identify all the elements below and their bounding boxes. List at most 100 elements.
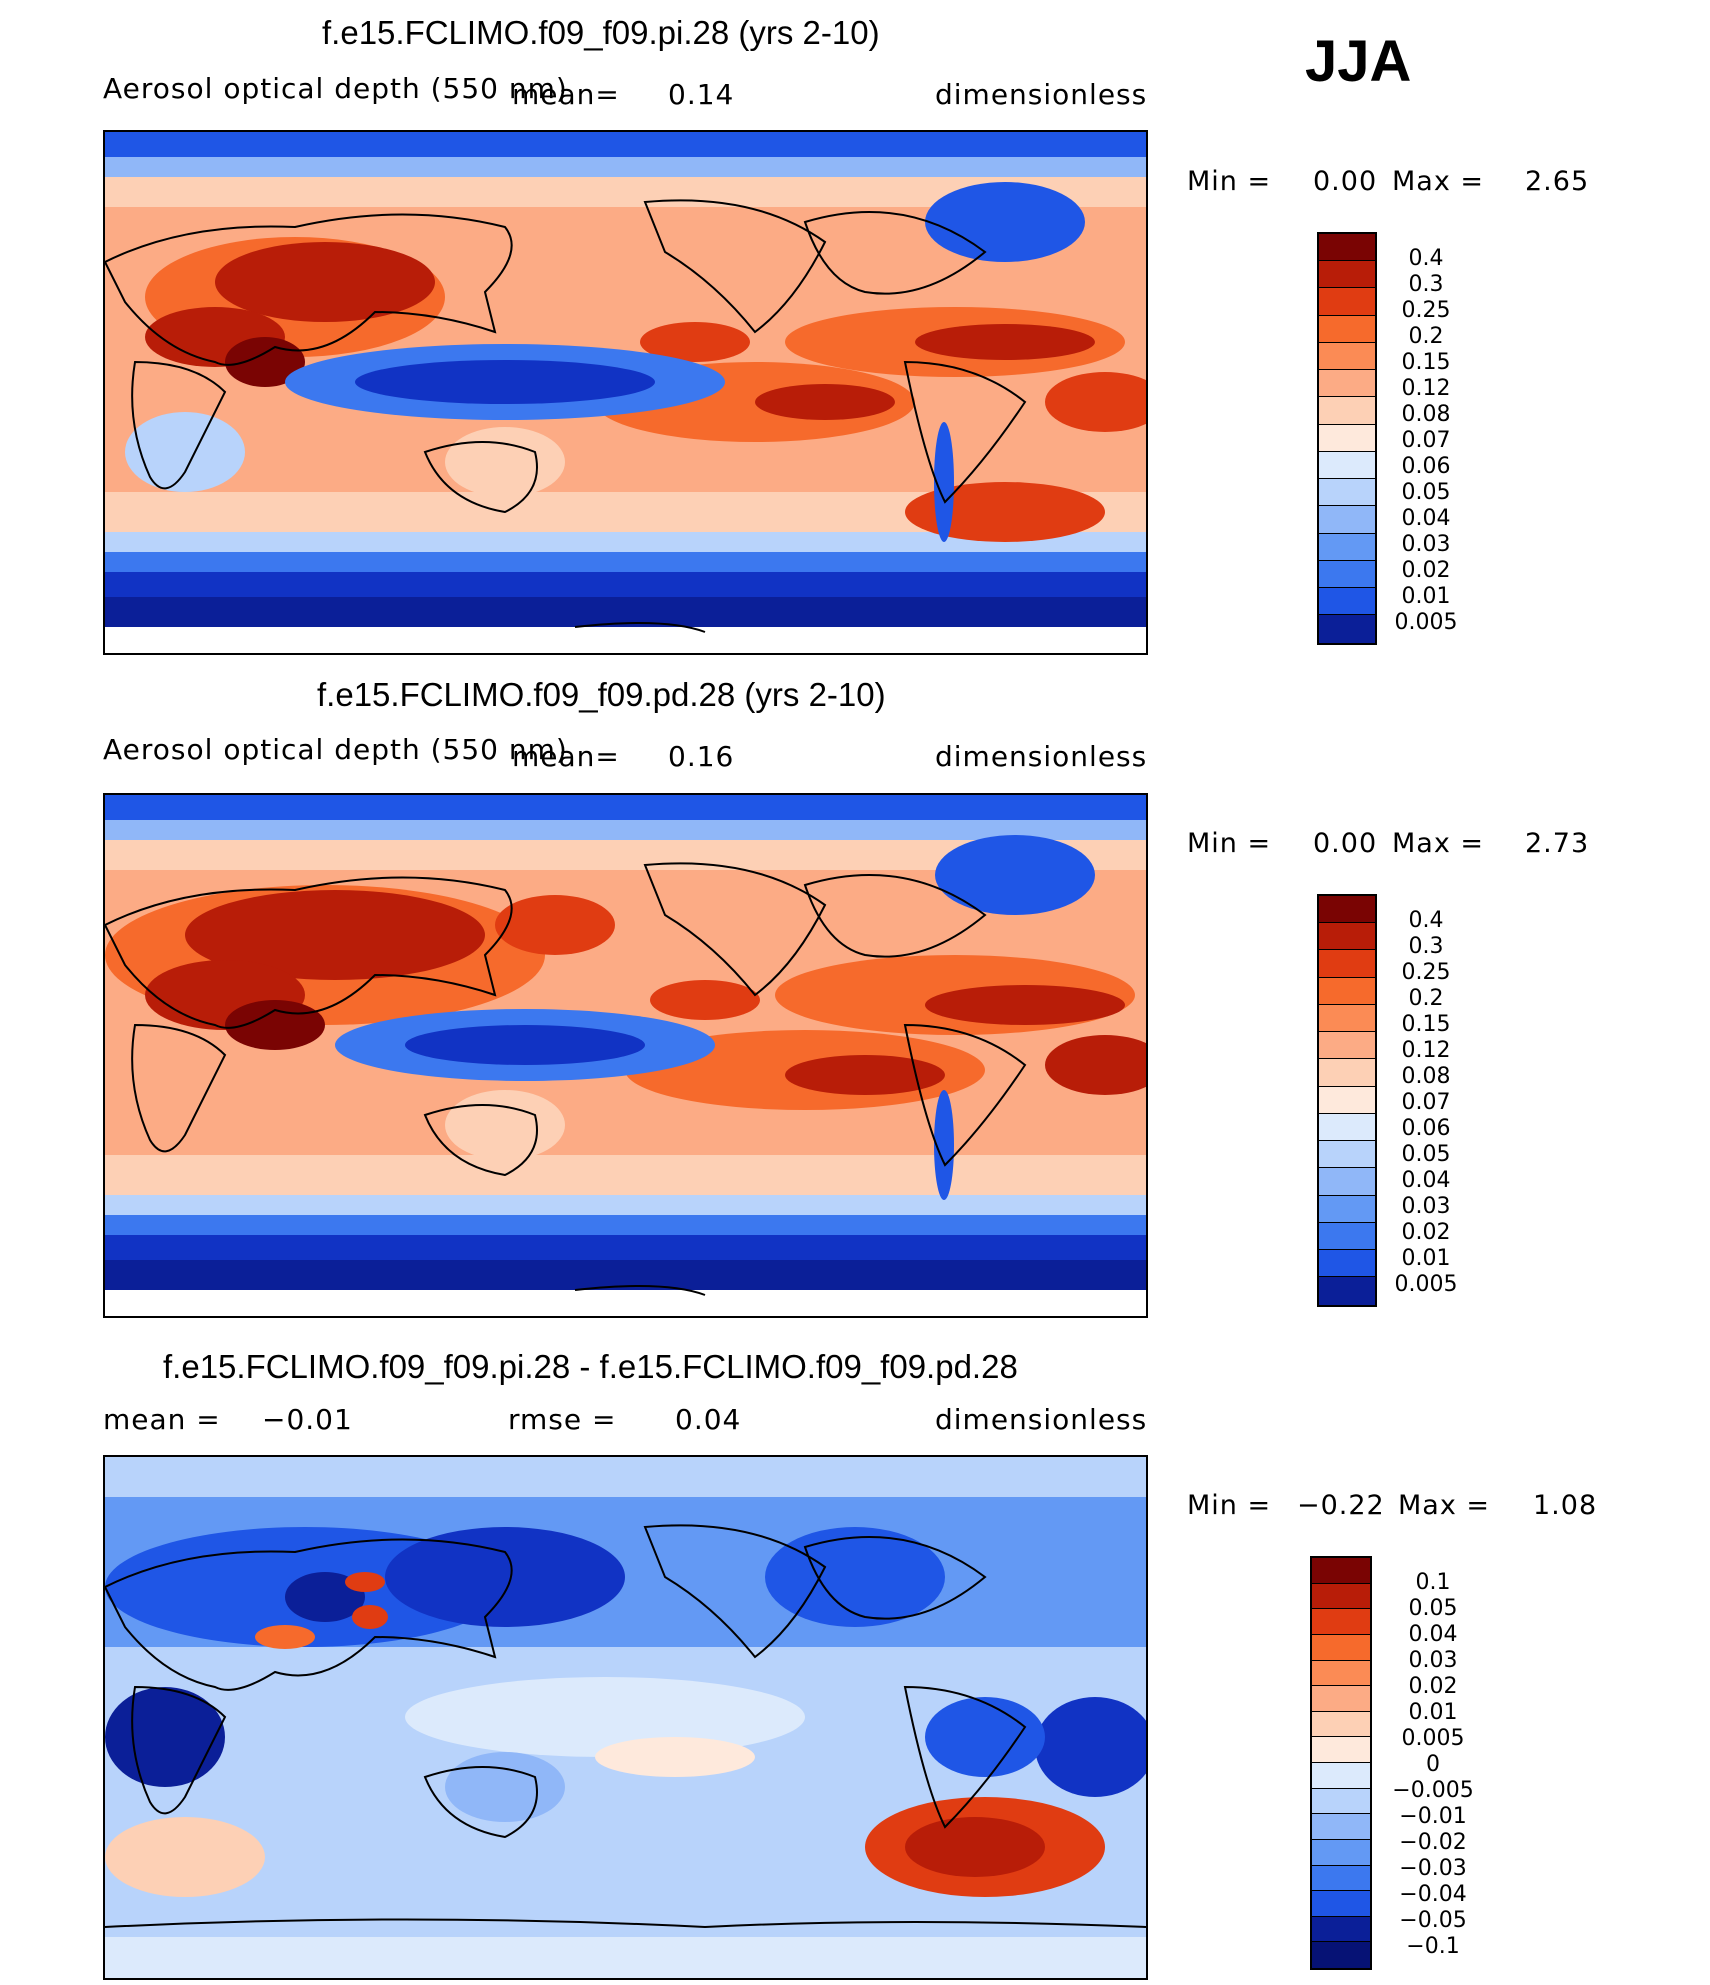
panel2-map-field (105, 795, 1146, 1316)
panel3-colorbar-cell (1312, 1558, 1370, 1584)
panel1-colorbar-cell (1319, 424, 1375, 452)
panel1-mean-label: mean= (512, 78, 620, 111)
colorbar-level: −0.03 (1399, 1856, 1467, 1881)
panel2-colorbar-cell (1319, 923, 1375, 951)
colorbar-level: 0.005 (1394, 610, 1458, 635)
colorbar-level: −0.04 (1399, 1882, 1467, 1907)
panel3-rmse-label: rmse = (508, 1403, 617, 1436)
panel3-colorbar-cell (1312, 1711, 1370, 1738)
colorbar-level: 0.2 (1408, 986, 1444, 1011)
colorbar-level: 0.01 (1401, 1246, 1451, 1271)
panel2-map (103, 793, 1148, 1318)
panel2-colorbar-cell (1319, 1059, 1375, 1087)
colorbar-level: 0.25 (1401, 298, 1451, 323)
panel3-colorbar-cell (1312, 1916, 1370, 1943)
panel3-colorbar-cell (1312, 1634, 1370, 1661)
panel2-colorbar-cell (1319, 1195, 1375, 1223)
colorbar-level: −0.1 (1406, 1934, 1460, 1959)
colorbar-level: 0.01 (1408, 1700, 1458, 1725)
panel1-mean-value: 0.14 (668, 78, 735, 111)
colorbar-level: 0.005 (1394, 1272, 1458, 1297)
colorbar-level: −0.05 (1399, 1908, 1467, 1933)
panel1-map-field (105, 132, 1146, 653)
panel3-colorbar-cell (1312, 1686, 1370, 1712)
colorbar-level: 0.05 (1401, 480, 1451, 505)
panel3-colorbar-cell (1312, 1737, 1370, 1763)
panel3-mean-label: mean = (103, 1403, 221, 1436)
colorbar-level: 0.07 (1401, 1090, 1451, 1115)
colorbar-level: 0.02 (1408, 1674, 1458, 1699)
panel3-rmse-value: 0.04 (675, 1403, 742, 1436)
colorbar-level: 0 (1426, 1752, 1440, 1777)
panel1-units: dimensionless (935, 78, 1148, 111)
colorbar-level: 0.08 (1401, 402, 1451, 427)
panel3-colorbar-cell (1312, 1583, 1370, 1610)
panel2-colorbar-cell (1319, 1113, 1375, 1142)
panel1-colorbar-cell (1319, 506, 1375, 534)
panel1-colorbar-cell (1319, 479, 1375, 507)
panel2-colorbar-cell (1319, 977, 1375, 1005)
panel1-min-value: 0.00 (1313, 166, 1378, 197)
colorbar-level: 0.03 (1401, 1194, 1451, 1219)
panel3-colorbar-cell (1312, 1891, 1370, 1917)
panel2-colorbar-cell (1319, 1141, 1375, 1169)
panel2-colorbar-cell (1319, 1032, 1375, 1060)
panel2-colorbar-cell (1319, 1277, 1375, 1305)
colorbar-level: −0.01 (1399, 1804, 1467, 1829)
colorbar-level: 0.04 (1408, 1622, 1458, 1647)
colorbar-level: −0.005 (1392, 1778, 1474, 1803)
panel2-colorbar-cell (1319, 1222, 1375, 1251)
colorbar-level: −0.02 (1399, 1830, 1467, 1855)
colorbar-level: 0.2 (1408, 324, 1444, 349)
panel2-colorbar-labels: 0.4 0.3 0.25 0.2 0.15 0.12 0.08 0.07 0.0… (1378, 908, 1474, 1298)
colorbar-level: 0.1 (1415, 1570, 1451, 1595)
panel3-mean-value: −0.01 (262, 1403, 353, 1436)
panel3-colorbar-labels: 0.1 0.05 0.04 0.03 0.02 0.01 0.005 0 −0.… (1378, 1570, 1488, 1962)
colorbar-level: 0.3 (1408, 934, 1444, 959)
panel1-colorbar-cell (1319, 370, 1375, 398)
colorbar-level: 0.01 (1401, 584, 1451, 609)
panel1-colorbar-cell (1319, 533, 1375, 561)
panel1-max-label: Max = (1392, 166, 1485, 197)
panel2-colorbar-cell (1319, 896, 1375, 924)
panel1-colorbar-cell (1319, 288, 1375, 316)
panel2-min-label: Min = (1187, 828, 1272, 859)
colorbar-level: 0.02 (1401, 1220, 1451, 1245)
panel2-units: dimensionless (935, 740, 1148, 773)
season-label: JJA (1305, 29, 1412, 94)
panel3-colorbar-cell (1312, 1763, 1370, 1789)
panel3-colorbar-cell (1312, 1660, 1370, 1687)
panel3-map (103, 1455, 1148, 1980)
panel2-colorbar-cell (1319, 1168, 1375, 1196)
panel2-variable-label: Aerosol optical depth (550 nm) (103, 733, 568, 766)
panel2-colorbar-cell (1319, 950, 1375, 978)
colorbar-level: 0.08 (1401, 1064, 1451, 1089)
panel1-colorbar-cell (1319, 588, 1375, 616)
panel1-colorbar (1317, 232, 1377, 645)
panel3-units: dimensionless (935, 1403, 1148, 1436)
colorbar-level: 0.02 (1401, 558, 1451, 583)
colorbar-level: 0.04 (1401, 1168, 1451, 1193)
panel1-min-label: Min = (1187, 166, 1272, 197)
panel2-min-value: 0.00 (1313, 828, 1378, 859)
panel1-colorbar-cell (1319, 451, 1375, 480)
panel1-colorbar-cell (1319, 560, 1375, 589)
panel2-title: f.e15.FCLIMO.f09_f09.pd.28 (yrs 2-10) (317, 676, 886, 713)
panel3-min-label: Min = (1187, 1490, 1272, 1521)
colorbar-level: 0.15 (1401, 1012, 1451, 1037)
panel2-colorbar-cell (1319, 1250, 1375, 1278)
panel1-colorbar-cell (1319, 261, 1375, 289)
colorbar-level: 0.4 (1408, 246, 1444, 271)
colorbar-level: 0.06 (1401, 1116, 1451, 1141)
panel1-map (103, 130, 1148, 655)
panel3-max-value: 1.08 (1533, 1490, 1598, 1521)
panel1-colorbar-cell (1319, 342, 1375, 371)
panel1-variable-label: Aerosol optical depth (550 nm) (103, 72, 568, 105)
panel2-colorbar (1317, 894, 1377, 1307)
panel1-max-value: 2.65 (1525, 166, 1590, 197)
panel3-title: f.e15.FCLIMO.f09_f09.pi.28 - f.e15.FCLIM… (163, 1348, 1018, 1385)
colorbar-level: 0.3 (1408, 272, 1444, 297)
panel1-colorbar-cell (1319, 615, 1375, 643)
panel2-max-label: Max = (1392, 828, 1485, 859)
colorbar-level: 0.12 (1401, 376, 1451, 401)
